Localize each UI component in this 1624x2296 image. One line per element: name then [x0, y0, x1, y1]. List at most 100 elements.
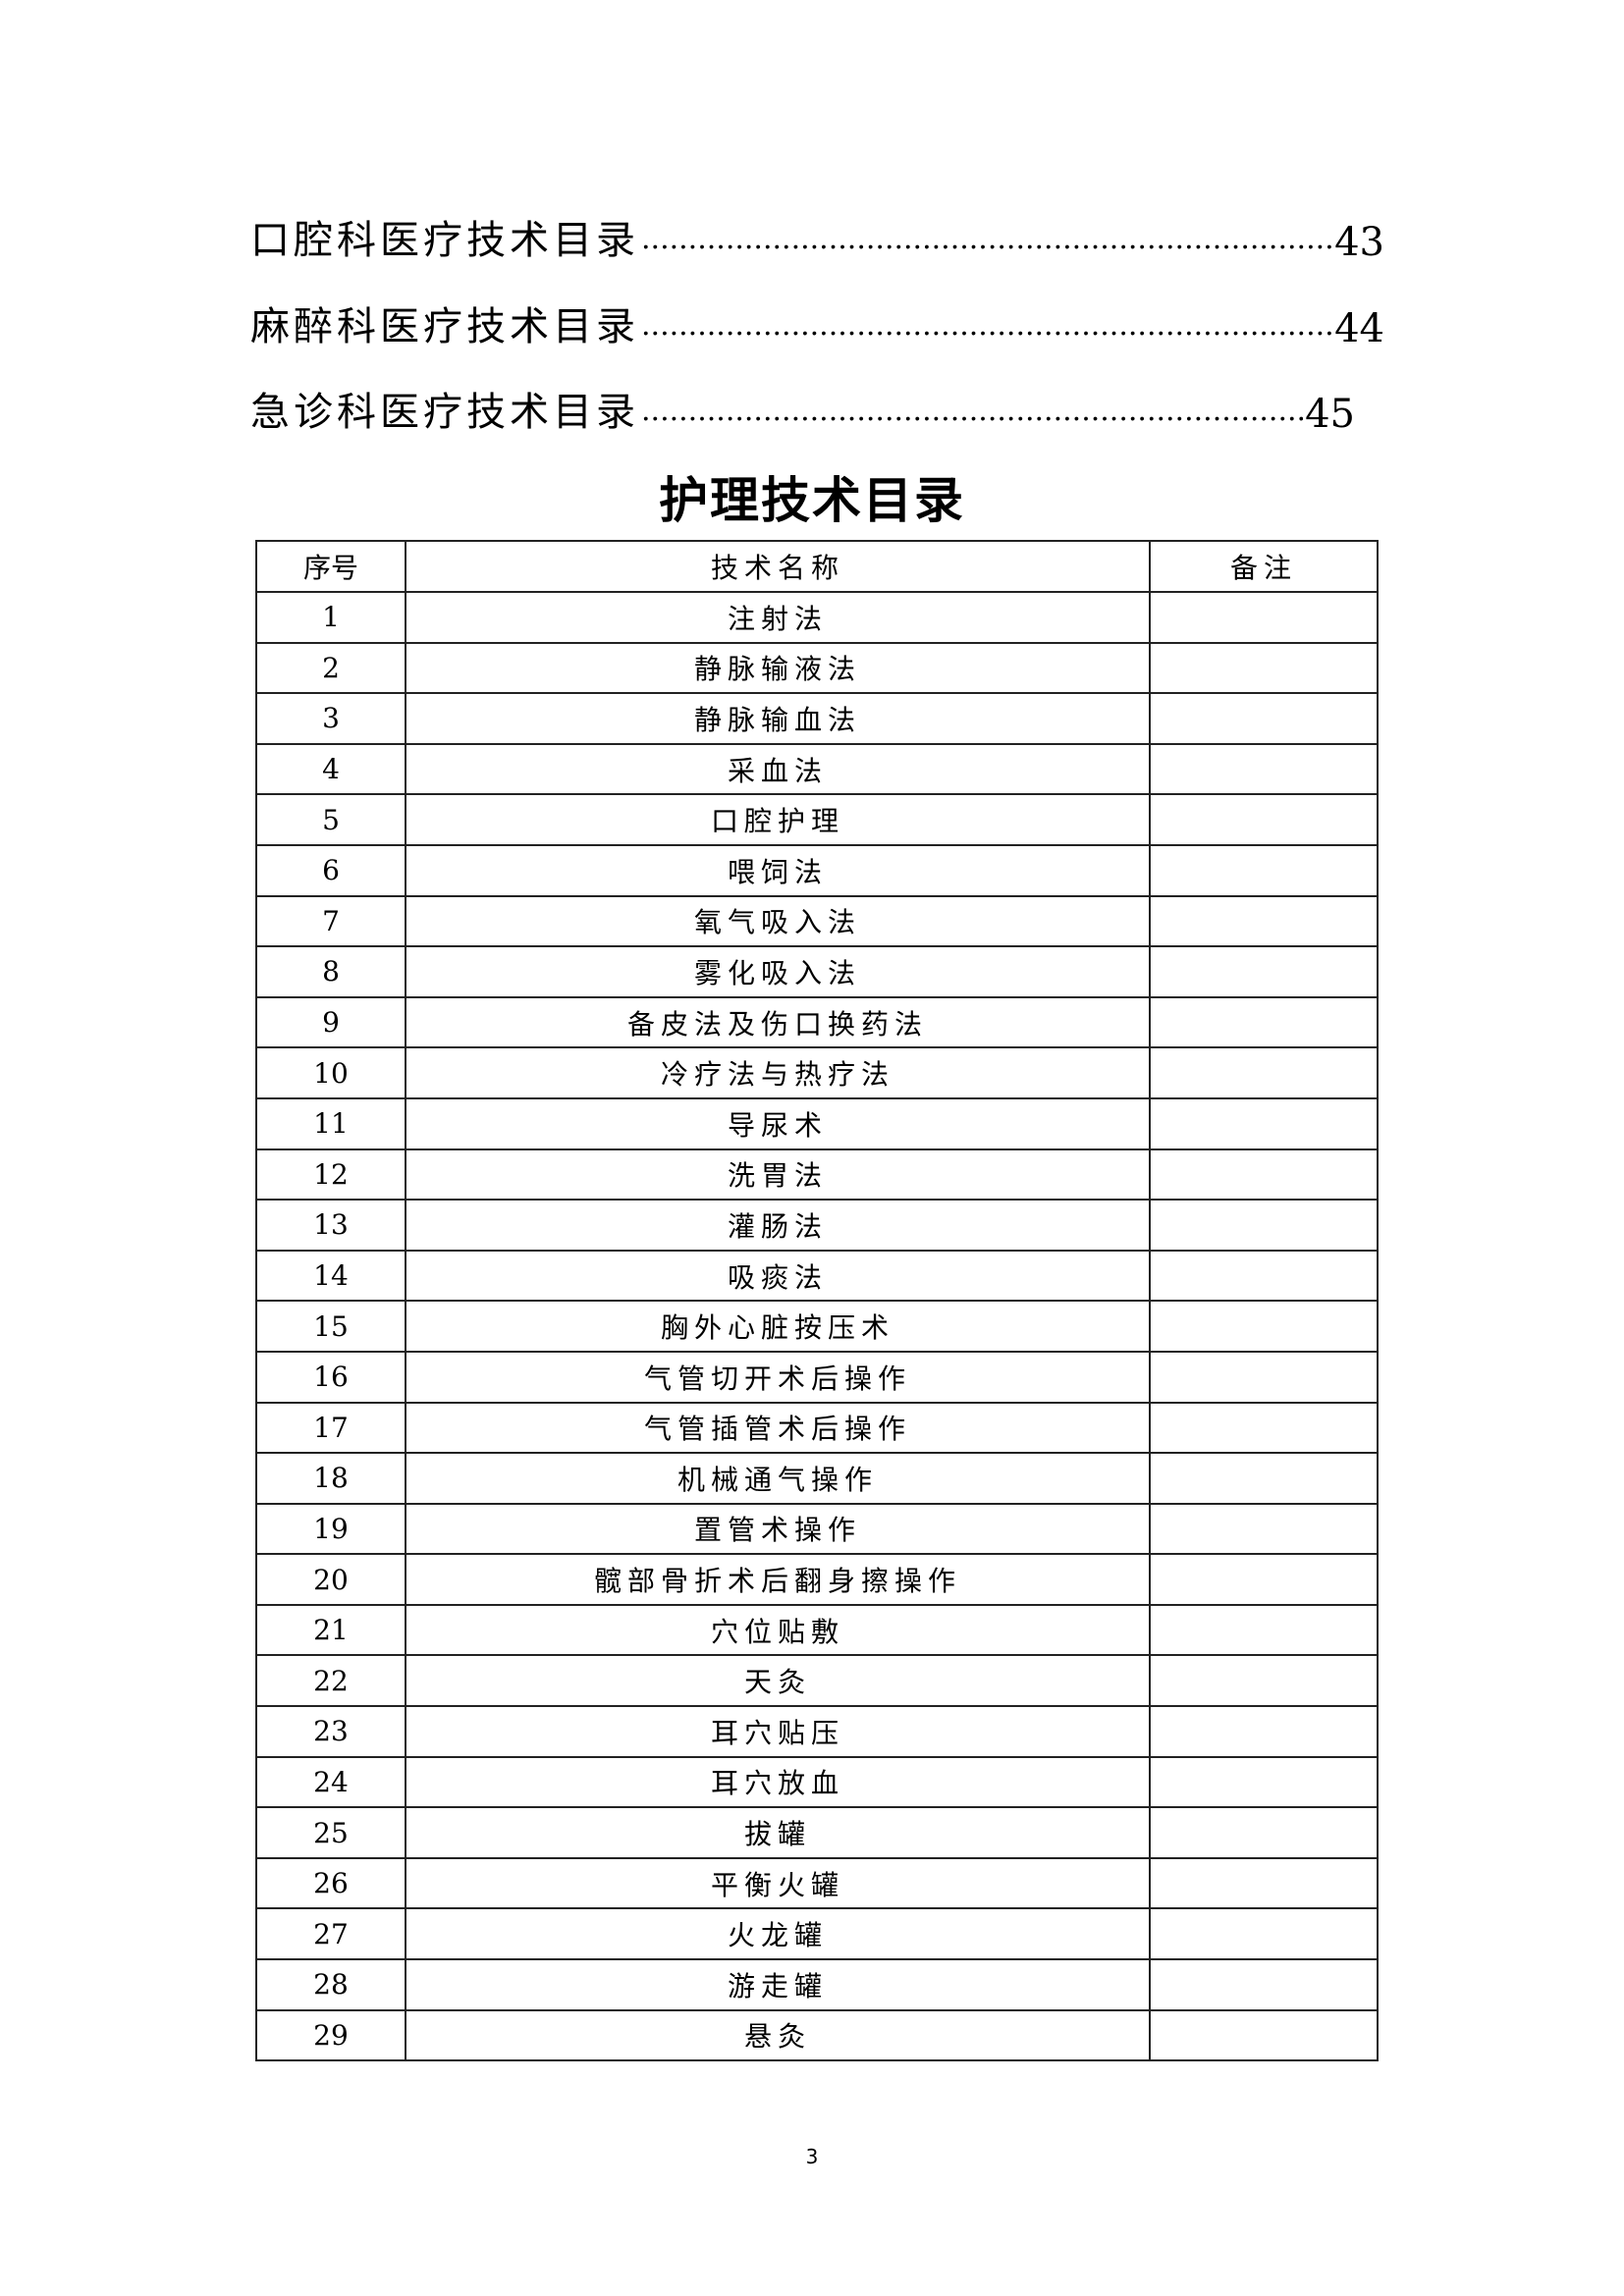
toc-page: 44 [1334, 306, 1384, 351]
cell-index: 1 [255, 591, 406, 644]
table-row: 29 悬灸 [255, 2008, 1379, 2062]
toc-leader: ........................................… [641, 308, 1333, 343]
table-row: 11 导尿术 [255, 1096, 1379, 1150]
toc-page: 43 [1334, 220, 1384, 265]
cell-index: 29 [255, 2008, 406, 2062]
cell-index: 4 [255, 742, 406, 796]
cell-remarks [1149, 894, 1379, 948]
cell-remarks [1149, 2008, 1379, 2062]
cell-remarks [1149, 1401, 1379, 1455]
table-row: 24 耳穴放血 [255, 1755, 1379, 1809]
cell-name: 采血法 [405, 742, 1151, 796]
cell-remarks [1149, 591, 1379, 644]
cell-name: 耳穴放血 [405, 1755, 1151, 1809]
toc-label: 急诊科医疗技术目录 [250, 390, 639, 435]
cell-index: 21 [255, 1603, 406, 1657]
cell-name: 导尿术 [405, 1096, 1151, 1150]
cell-remarks [1149, 1502, 1379, 1556]
cell-name: 耳穴贴压 [405, 1705, 1151, 1758]
cell-name: 火龙罐 [405, 1907, 1151, 1961]
toc-label: 口腔科医疗技术目录 [250, 218, 639, 263]
header-remarks: 备注 [1149, 540, 1379, 593]
cell-name: 气管切开术后操作 [405, 1350, 1151, 1404]
table-row: 2 静脉输液法 [255, 641, 1379, 695]
header-index: 序号 [255, 540, 406, 593]
cell-remarks [1149, 1958, 1379, 2011]
cell-index: 6 [255, 843, 406, 897]
cell-name: 静脉输液法 [405, 641, 1151, 695]
table-row: 10 冷疗法与热疗法 [255, 1046, 1379, 1099]
table-row: 22 天灸 [255, 1654, 1379, 1708]
cell-remarks [1149, 1806, 1379, 1859]
cell-name: 置管术操作 [405, 1502, 1151, 1556]
toc-entry[interactable]: 急诊科医疗技术目录 ..............................… [250, 378, 1355, 437]
cell-index: 13 [255, 1199, 406, 1252]
table-row: 9 备皮法及伤口换药法 [255, 995, 1379, 1049]
cell-index: 7 [255, 894, 406, 948]
table-row: 25 拔罐 [255, 1806, 1379, 1859]
cell-index: 16 [255, 1350, 406, 1404]
table-row: 4 采血法 [255, 742, 1379, 796]
cell-index: 9 [255, 995, 406, 1049]
cell-index: 12 [255, 1148, 406, 1201]
cell-index: 18 [255, 1452, 406, 1505]
cell-remarks [1149, 843, 1379, 897]
toc-entry[interactable]: 口腔科医疗技术目录 ..............................… [250, 206, 1384, 265]
cell-name: 喂饲法 [405, 843, 1151, 897]
table-row: 28 游走罐 [255, 1958, 1379, 2011]
cell-index: 5 [255, 793, 406, 846]
table-row: 1 注射法 [255, 591, 1379, 644]
cell-remarks [1149, 1603, 1379, 1657]
cell-index: 11 [255, 1096, 406, 1150]
cell-name: 平衡火罐 [405, 1856, 1151, 1910]
table-row: 3 静脉输血法 [255, 692, 1379, 745]
table-row: 23 耳穴贴压 [255, 1705, 1379, 1758]
cell-remarks [1149, 1148, 1379, 1201]
section-title: 护理技术目录 [659, 471, 965, 529]
cell-remarks [1149, 641, 1379, 695]
cell-index: 8 [255, 945, 406, 998]
table-row: 19 置管术操作 [255, 1502, 1379, 1556]
cell-index: 14 [255, 1249, 406, 1303]
page-number: 3 [805, 2145, 819, 2168]
header-name: 技术名称 [405, 540, 1151, 593]
cell-name: 胸外心脏按压术 [405, 1300, 1151, 1353]
cell-remarks [1149, 1755, 1379, 1809]
cell-name: 机械通气操作 [405, 1452, 1151, 1505]
cell-index: 3 [255, 692, 406, 745]
cell-name: 穴位贴敷 [405, 1603, 1151, 1657]
cell-index: 25 [255, 1806, 406, 1859]
cell-remarks [1149, 1199, 1379, 1252]
cell-name: 冷疗法与热疗法 [405, 1046, 1151, 1099]
cell-remarks [1149, 1654, 1379, 1708]
cell-name: 雾化吸入法 [405, 945, 1151, 998]
cell-index: 27 [255, 1907, 406, 1961]
cell-name: 灌肠法 [405, 1199, 1151, 1252]
table-row: 13 灌肠法 [255, 1199, 1379, 1252]
toc-leader: ........................................… [641, 394, 1303, 428]
cell-name: 氧气吸入法 [405, 894, 1151, 948]
cell-remarks [1149, 995, 1379, 1049]
cell-name: 备皮法及伤口换药法 [405, 995, 1151, 1049]
cell-remarks [1149, 1907, 1379, 1961]
cell-index: 17 [255, 1401, 406, 1455]
cell-name: 静脉输血法 [405, 692, 1151, 745]
cell-index: 26 [255, 1856, 406, 1910]
table-row: 14 吸痰法 [255, 1249, 1379, 1303]
cell-name: 悬灸 [405, 2008, 1151, 2062]
cell-name: 游走罐 [405, 1958, 1151, 2011]
toc-entry[interactable]: 麻醉科医疗技术目录 ..............................… [250, 293, 1384, 351]
table-row: 26 平衡火罐 [255, 1856, 1379, 1910]
cell-index: 20 [255, 1553, 406, 1606]
cell-remarks [1149, 1249, 1379, 1303]
cell-remarks [1149, 1452, 1379, 1505]
table-row: 18 机械通气操作 [255, 1452, 1379, 1505]
table-row: 7 氧气吸入法 [255, 894, 1379, 948]
table-row: 27 火龙罐 [255, 1907, 1379, 1961]
table-row: 21 穴位贴敷 [255, 1603, 1379, 1657]
cell-index: 19 [255, 1502, 406, 1556]
cell-index: 22 [255, 1654, 406, 1708]
table-row: 6 喂饲法 [255, 843, 1379, 897]
cell-name: 气管插管术后操作 [405, 1401, 1151, 1455]
cell-remarks [1149, 1856, 1379, 1910]
